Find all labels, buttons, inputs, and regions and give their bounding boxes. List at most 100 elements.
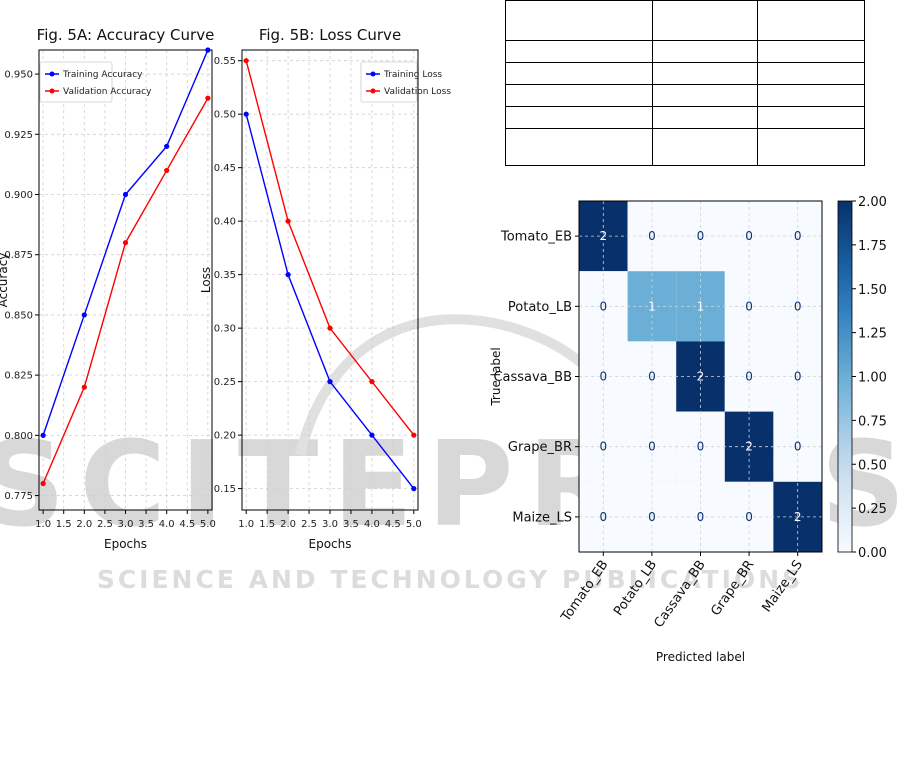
confusion-matrix: 2 0 0 0 0 0 1 1 0 0 0 0 2 0 0 0 0 0 2 0 0 0 0 0 2 Tomato_EB Potato…	[489, 195, 887, 664]
table-cell	[757, 128, 865, 166]
chart-title: Fig. 5A: Accuracy Curve	[37, 26, 215, 44]
x-tick-label: 4.5	[179, 519, 195, 530]
colorbar-tick-label: 0.50	[858, 458, 887, 473]
colorbar-tick-label: 0.25	[858, 502, 887, 517]
x-tick-label: 1.5	[56, 519, 72, 530]
x-tick-label: 5.0	[406, 519, 422, 530]
y-tick-label: 0.25	[214, 377, 236, 388]
y-tick-label: 0.875	[4, 250, 33, 261]
x-tick-label: 3.5	[343, 519, 359, 530]
row-label: Cassava_BB	[493, 370, 572, 385]
row-label: Grape_BR	[508, 440, 572, 455]
cell-value: 0	[599, 440, 607, 454]
table-row	[504, 128, 865, 166]
data-point	[205, 47, 211, 53]
y-axis-label: Accuracy	[0, 253, 10, 308]
y-axis-label: True label	[489, 347, 503, 406]
chart-title: Fig. 5B: Loss Curve	[259, 26, 401, 44]
cell-value: 0	[648, 370, 656, 384]
data-point	[369, 379, 375, 385]
legend-marker	[49, 88, 55, 94]
data-point	[205, 95, 211, 101]
cell-value: 0	[697, 440, 705, 454]
cell-value: 0	[648, 229, 656, 243]
y-tick-label: 0.900	[4, 190, 33, 201]
data-point	[411, 432, 417, 438]
cell-value: 0	[745, 510, 753, 524]
x-tick-label: 4.5	[385, 519, 401, 530]
x-tick-label: 2.0	[280, 519, 296, 530]
x-tick-label: 4.0	[159, 519, 175, 530]
x-tick-label: 3.5	[138, 519, 154, 530]
data-point	[164, 167, 170, 174]
data-point	[411, 486, 417, 492]
y-tick-label: 0.925	[4, 130, 33, 141]
cell-value: 0	[745, 229, 753, 243]
y-tick-label: 0.775	[4, 491, 33, 502]
data-point	[164, 143, 170, 149]
x-tick-label: 1.0	[35, 519, 51, 530]
accuracy-chart: 1.0 1.5 2.0 2.5 3.0 3.5 4.0 4.5 5.0 0.775 0.800 0.8…	[0, 26, 216, 551]
watermark-sub: SCIENCE AND TECHNOLOGY PUBLICATIONS	[97, 565, 803, 594]
x-tick-label: 3.0	[118, 519, 134, 530]
table-cell	[504, 128, 654, 166]
colorbar-tick-label: 1.25	[858, 327, 887, 342]
data-point	[369, 432, 375, 438]
data-point	[327, 325, 333, 331]
legend-box	[39, 61, 113, 103]
data-point	[40, 480, 46, 487]
cell-value: 0	[599, 370, 607, 384]
colorbar-tick-label: 0.75	[858, 414, 887, 429]
x-axis-label: Epochs	[104, 537, 147, 551]
cell-value: 1	[697, 299, 705, 313]
x-axis-label: Predicted label	[656, 650, 745, 664]
cell-value: 0	[794, 440, 802, 454]
y-tick-label: 0.950	[4, 70, 33, 81]
legend: Training Accuracy Validation Accuracy	[39, 61, 152, 103]
legend-label: Validation Loss	[384, 87, 451, 97]
y-tick-label: 0.40	[214, 217, 236, 228]
data-point	[122, 240, 129, 246]
cell-value: 0	[648, 440, 656, 454]
cell-value: 0	[697, 229, 705, 243]
data-point	[327, 379, 333, 385]
colorbar-tick-label: 2.00	[858, 195, 887, 210]
colorbar-tick-label: 1.50	[858, 283, 887, 298]
cell-value: 0	[794, 229, 802, 243]
cell-value: 0	[697, 510, 705, 524]
loss-chart: 1.0 1.5 2.0 2.5 3.0 3.5 4.0 4.5 5.0 0.15 0.20 0.25 0…	[199, 26, 451, 551]
y-tick-label: 0.20	[214, 431, 236, 442]
x-tick-label: 1.0	[238, 519, 254, 530]
x-tick-label: 4.0	[364, 519, 380, 530]
legend-marker	[370, 71, 376, 77]
results-table	[504, 0, 865, 166]
cell-value: 0	[745, 370, 753, 384]
cell-value: 0	[794, 370, 802, 384]
data-point	[81, 312, 87, 318]
legend-label: Validation Accuracy	[63, 87, 152, 97]
cell-value: 0	[794, 299, 802, 313]
cell-value: 2	[745, 440, 753, 454]
x-tick-label: 5.0	[200, 519, 216, 530]
row-label: Potato_LB	[508, 300, 572, 315]
y-tick-label: 0.30	[214, 324, 236, 335]
cell-value: 0	[599, 299, 607, 313]
x-tick-label: 1.5	[259, 519, 275, 530]
y-tick-label: 0.55	[214, 56, 236, 67]
colorbar-tick-label: 1.75	[858, 239, 887, 254]
cell-value: 0	[745, 299, 753, 313]
x-tick-label: 2.0	[76, 519, 92, 530]
data-point	[122, 191, 129, 198]
data-point	[285, 218, 291, 224]
y-tick-label: 0.15	[214, 484, 236, 495]
data-point	[243, 111, 249, 117]
colorbar	[837, 200, 853, 553]
legend-label: Training Loss	[383, 70, 442, 80]
y-tick-label: 0.850	[4, 310, 33, 321]
x-axis-label: Epochs	[309, 537, 352, 551]
cell-value: 2	[697, 370, 705, 384]
legend-marker	[49, 71, 55, 77]
y-tick-label: 0.50	[214, 110, 236, 121]
x-tick-label: 3.0	[322, 519, 338, 530]
